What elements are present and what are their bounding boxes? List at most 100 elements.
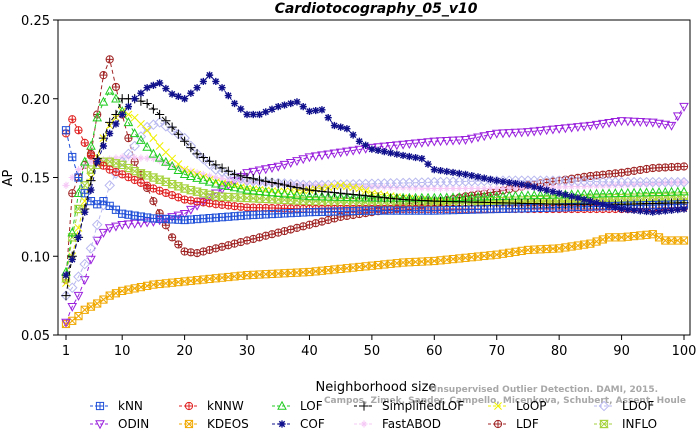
data-point (149, 184, 157, 193)
data-point (466, 134, 477, 144)
data-point (561, 191, 569, 199)
data-point (317, 151, 327, 161)
data-point (298, 155, 309, 165)
data-point (125, 154, 131, 160)
data-point (624, 206, 632, 214)
data-point (161, 148, 170, 157)
data-point (217, 273, 227, 282)
data-point (274, 228, 283, 237)
data-point (424, 184, 432, 192)
data-point (386, 259, 395, 268)
data-point (229, 169, 240, 179)
data-point (562, 184, 568, 190)
data-point (436, 166, 445, 175)
data-point (173, 165, 184, 174)
x-tick-label: 60 (426, 344, 443, 359)
data-point (74, 173, 83, 182)
data-point (274, 269, 283, 278)
legend-marker (359, 401, 369, 411)
data-point (337, 123, 345, 131)
data-point (91, 219, 103, 231)
data-point (273, 179, 283, 189)
data-point (267, 187, 277, 197)
legend-marker (493, 419, 503, 429)
data-point (255, 270, 264, 279)
data-point (273, 162, 284, 172)
data-point (216, 166, 228, 178)
data-point (98, 133, 109, 143)
data-point (204, 190, 215, 199)
data-point (580, 240, 589, 249)
data-point (229, 182, 240, 192)
data-point (469, 186, 475, 192)
data-point (273, 179, 283, 189)
data-point (223, 181, 234, 191)
data-point (374, 146, 382, 155)
data-point (166, 124, 178, 136)
data-point (418, 155, 426, 163)
data-point (591, 188, 602, 198)
y-tick-label: 0.10 (21, 250, 50, 265)
data-point (666, 121, 677, 131)
data-point (224, 192, 233, 202)
data-point (62, 181, 70, 189)
data-point (217, 192, 227, 201)
x-tick-label: 70 (488, 344, 505, 359)
data-point (248, 167, 259, 177)
data-point (505, 248, 514, 257)
data-point (579, 122, 589, 132)
data-point (230, 193, 239, 202)
legend-marker (494, 402, 502, 410)
data-point (280, 227, 289, 235)
data-point (337, 123, 345, 131)
data-point (604, 118, 614, 128)
data-point (392, 194, 402, 204)
data-point (229, 182, 240, 192)
data-point (106, 55, 114, 63)
data-point (574, 182, 582, 191)
series-markers (62, 71, 688, 279)
legend-label: LDOF (622, 399, 654, 413)
data-point (619, 182, 625, 188)
data-point (132, 155, 138, 161)
data-point (463, 186, 469, 192)
data-point (168, 233, 177, 242)
data-point (287, 99, 295, 108)
data-point (480, 174, 488, 182)
data-point (661, 236, 670, 245)
data-point (535, 190, 546, 199)
data-point (524, 181, 532, 189)
data-point (486, 184, 495, 193)
data-point (381, 184, 387, 190)
data-point (149, 197, 158, 206)
data-point (68, 255, 76, 263)
data-point (506, 185, 512, 191)
data-point (138, 155, 144, 161)
data-point (219, 175, 225, 181)
data-point (224, 92, 232, 100)
data-point (79, 258, 91, 270)
data-point (598, 119, 608, 129)
series-knn (61, 126, 689, 225)
data-point (62, 126, 70, 134)
data-point (293, 98, 301, 106)
data-point (356, 184, 362, 190)
data-point (192, 172, 202, 182)
data-point (348, 192, 358, 202)
data-point (217, 242, 227, 251)
legend-marker (598, 400, 610, 412)
data-point (148, 148, 159, 158)
data-point (561, 191, 569, 199)
data-point (81, 189, 89, 197)
data-point (386, 193, 396, 203)
data-point (180, 136, 190, 146)
data-point (598, 119, 608, 129)
data-point (192, 276, 202, 285)
data-point (99, 162, 108, 170)
legend-item: kNN (90, 399, 143, 413)
data-point (429, 137, 440, 147)
data-point (123, 220, 134, 230)
data-point (93, 158, 101, 166)
data-point (456, 186, 462, 192)
data-point (223, 181, 234, 191)
